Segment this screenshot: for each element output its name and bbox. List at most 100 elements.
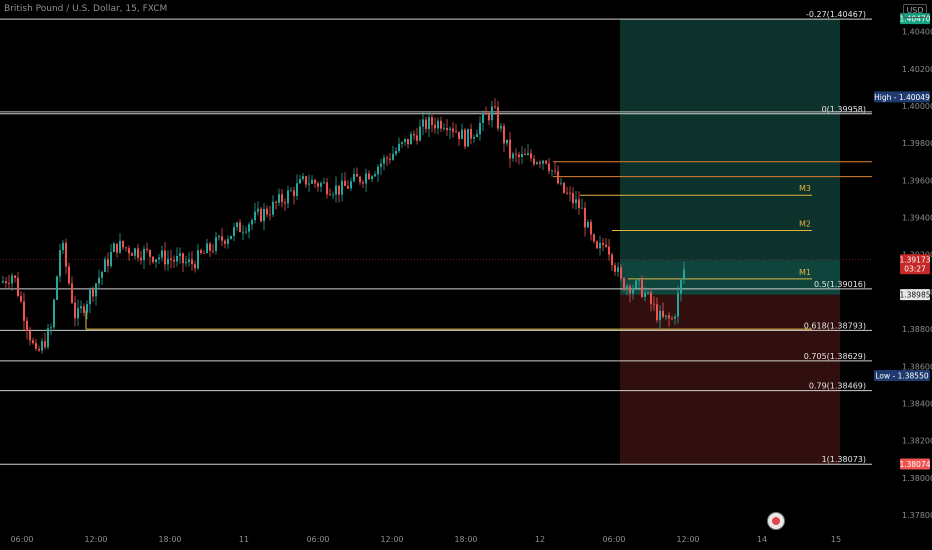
candle <box>368 173 370 180</box>
candle <box>140 257 142 261</box>
candle <box>248 224 250 232</box>
price-tag <box>874 370 930 382</box>
fib-label: 0.705(1.38629) <box>804 352 866 361</box>
candle <box>674 316 676 319</box>
candle <box>620 267 622 279</box>
candle <box>8 283 10 284</box>
candle <box>383 157 385 164</box>
candle <box>320 183 322 187</box>
candle <box>212 250 214 252</box>
y-tick-label: 1.40000 <box>902 102 932 111</box>
candle <box>482 113 484 123</box>
candle <box>254 211 256 221</box>
x-tick-label: 11 <box>239 535 249 544</box>
y-tick-label: 1.38800 <box>902 325 932 334</box>
candle <box>20 295 22 302</box>
x-tick-label: 06:00 <box>602 535 625 544</box>
candle <box>452 128 454 132</box>
candle <box>494 106 496 108</box>
currency-button[interactable]: USD <box>903 4 927 18</box>
candle <box>65 242 67 267</box>
candle <box>605 244 607 247</box>
candle <box>116 243 118 253</box>
candle <box>233 227 235 236</box>
marker-label: M3 <box>799 184 811 193</box>
candle <box>413 134 415 136</box>
candle <box>407 139 409 145</box>
candle <box>572 193 574 204</box>
hat-icon[interactable] <box>767 512 785 530</box>
entry-band <box>620 260 840 295</box>
price-tag <box>900 13 930 25</box>
candle <box>599 242 601 249</box>
candle <box>350 181 352 189</box>
candle <box>431 117 433 125</box>
candle <box>269 214 271 216</box>
candle <box>293 190 295 196</box>
candle <box>62 242 64 251</box>
candle <box>461 129 463 140</box>
candle <box>464 129 466 147</box>
candle <box>617 267 619 272</box>
candle <box>560 182 562 184</box>
candle <box>632 288 634 294</box>
candle <box>95 283 97 297</box>
candle <box>527 153 529 155</box>
candle <box>242 231 244 233</box>
candle <box>287 190 289 204</box>
marker-label: M2 <box>799 220 811 229</box>
candle <box>530 153 532 159</box>
candle <box>446 128 448 131</box>
candle <box>5 281 7 284</box>
candle <box>110 252 112 267</box>
candle <box>125 247 127 249</box>
x-tick-label: 06:00 <box>10 535 33 544</box>
candle <box>479 122 481 135</box>
candle <box>353 174 355 182</box>
candle <box>506 139 508 144</box>
candle <box>185 261 187 264</box>
candle <box>380 163 382 167</box>
candle <box>338 185 340 195</box>
candle <box>71 283 73 303</box>
candle <box>29 330 31 341</box>
candle <box>488 114 490 121</box>
candle <box>500 126 502 129</box>
chart-title: British Pound / U.S. Dollar, 15, FXCM <box>4 4 168 14</box>
candle <box>611 254 613 266</box>
candle <box>266 208 268 215</box>
candle <box>59 250 61 277</box>
candle <box>455 131 457 133</box>
candle <box>221 236 223 241</box>
candle <box>104 259 106 272</box>
candle <box>458 131 460 140</box>
candle <box>215 237 217 251</box>
candle <box>677 293 679 317</box>
y-tick-label: 1.39800 <box>902 139 932 148</box>
candle <box>470 128 472 139</box>
candle <box>206 243 208 254</box>
candle <box>539 162 541 164</box>
y-tick-label: 1.37800 <box>902 511 932 520</box>
x-tick-label: 12:00 <box>84 535 107 544</box>
candle <box>551 170 553 172</box>
candle <box>299 179 301 184</box>
fib-label: 0.618(1.38793) <box>804 321 866 330</box>
candle <box>347 185 349 189</box>
y-tick-label: 1.38200 <box>902 437 932 446</box>
candle <box>161 250 163 258</box>
candle <box>281 194 283 203</box>
candle <box>218 236 220 238</box>
loss-zone <box>620 294 840 465</box>
candle <box>395 150 397 154</box>
candle <box>251 220 253 225</box>
candle <box>542 160 544 164</box>
candle <box>425 119 427 130</box>
candle <box>509 139 511 159</box>
fib-label: 1(1.38073) <box>822 455 866 464</box>
candle <box>515 153 517 155</box>
price-tag <box>900 289 930 301</box>
x-tick-label: 12:00 <box>676 535 699 544</box>
x-tick-label: 15 <box>831 535 841 544</box>
